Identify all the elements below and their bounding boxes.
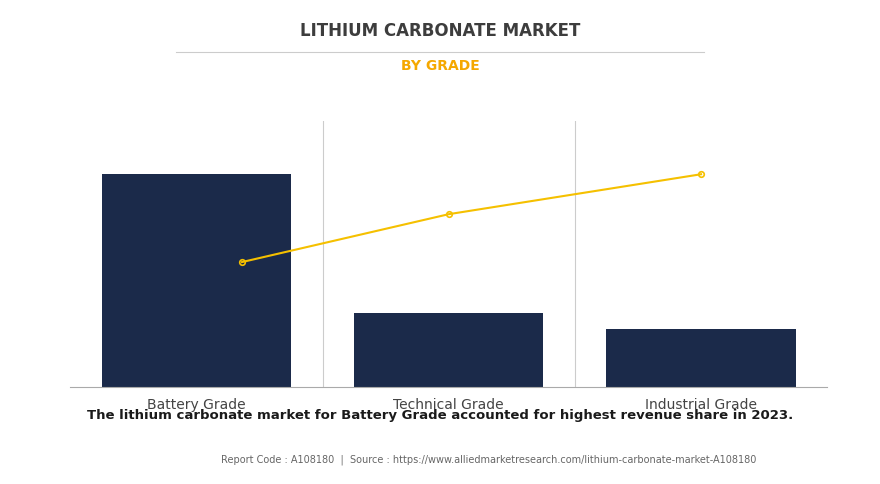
Bar [354, 313, 544, 387]
Text: Report Code : A108180  |  Source : https://www.alliedmarketresearch.com/lithium-: Report Code : A108180 | Source : https:/… [222, 455, 757, 466]
Bar [102, 174, 291, 387]
Text: BY GRADE: BY GRADE [400, 59, 480, 73]
Text: LITHIUM CARBONATE MARKET: LITHIUM CARBONATE MARKET [300, 22, 580, 40]
Bar [606, 329, 796, 387]
Text: The lithium carbonate market for Battery Grade accounted for highest revenue sha: The lithium carbonate market for Battery… [87, 409, 793, 422]
